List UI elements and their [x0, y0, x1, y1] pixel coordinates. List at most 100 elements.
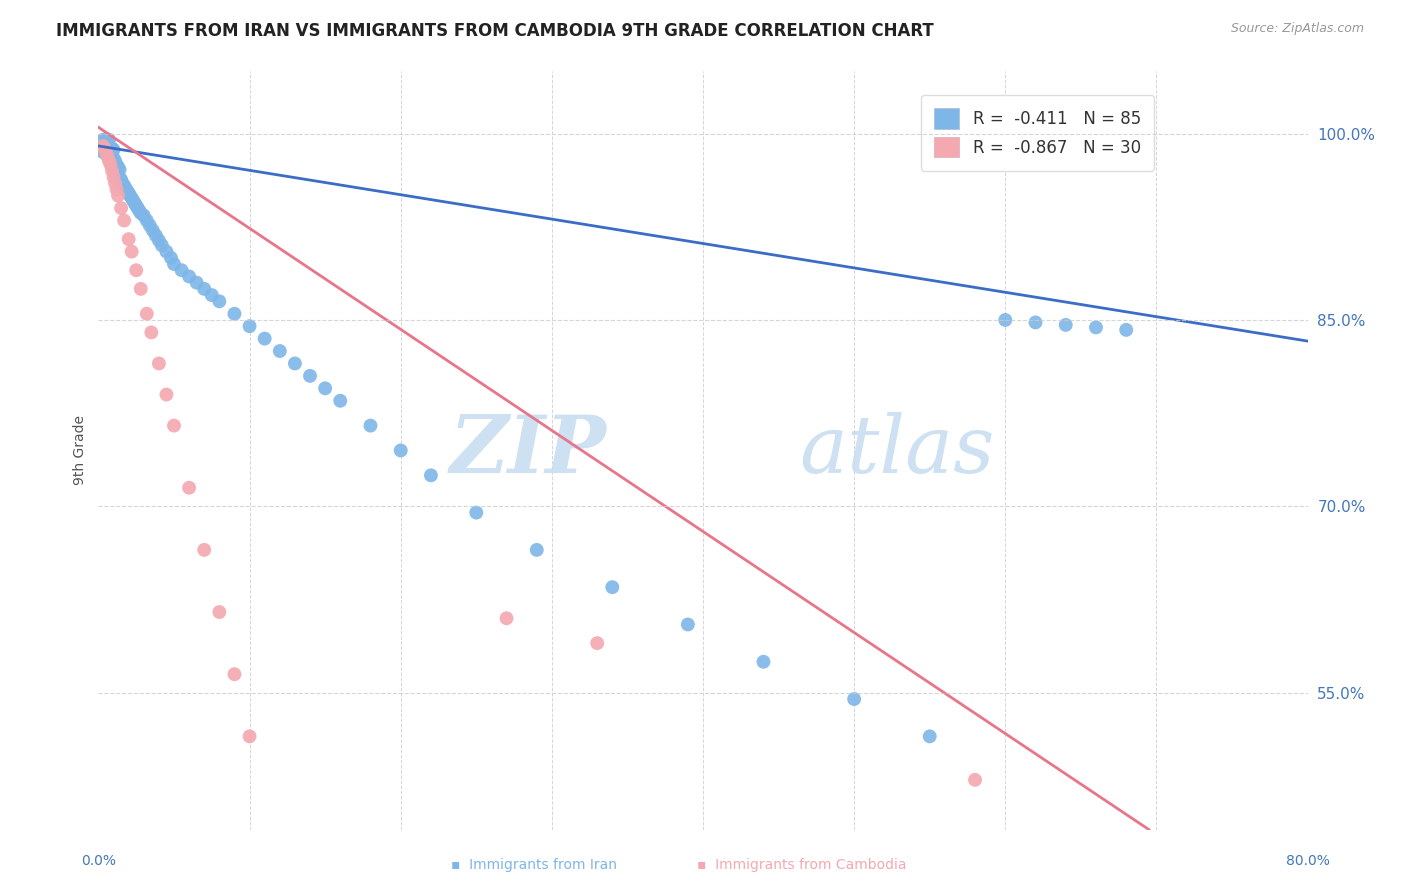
Point — [111, 176, 134, 190]
Point — [105, 182, 128, 196]
Point — [96, 149, 118, 163]
Point — [98, 152, 121, 166]
Point — [148, 356, 170, 370]
Point — [114, 181, 136, 195]
Point — [389, 443, 412, 458]
Point — [112, 213, 135, 227]
Point — [96, 149, 118, 163]
Point — [844, 692, 866, 706]
Point — [110, 201, 132, 215]
Point — [179, 481, 201, 495]
Point — [121, 191, 143, 205]
Text: 0.0%: 0.0% — [82, 855, 115, 869]
Point — [239, 319, 262, 334]
Point — [98, 133, 121, 147]
Point — [103, 152, 125, 166]
Point — [94, 139, 117, 153]
Text: ▪  Immigrants from Cambodia: ▪ Immigrants from Cambodia — [696, 858, 907, 872]
Point — [101, 163, 124, 178]
Point — [103, 160, 125, 174]
Point — [1024, 315, 1046, 329]
Point — [135, 213, 157, 227]
Point — [526, 542, 548, 557]
Point — [360, 418, 382, 433]
Text: ZIP: ZIP — [450, 412, 606, 489]
Point — [142, 223, 165, 237]
Point — [105, 166, 128, 180]
Point — [676, 617, 699, 632]
Point — [121, 244, 143, 259]
Point — [120, 188, 142, 202]
Point — [918, 729, 941, 743]
Point — [105, 158, 128, 172]
Point — [101, 149, 124, 163]
Text: atlas: atlas — [800, 412, 995, 489]
Point — [93, 141, 115, 155]
Point — [96, 135, 118, 149]
Point — [104, 163, 127, 178]
Point — [186, 276, 208, 290]
Point — [101, 158, 124, 172]
Point — [329, 393, 352, 408]
Point — [201, 288, 224, 302]
Point — [91, 139, 114, 153]
Point — [112, 178, 135, 193]
Point — [193, 282, 215, 296]
Point — [100, 141, 122, 155]
Point — [586, 636, 609, 650]
Point — [145, 228, 167, 243]
Point — [1115, 323, 1137, 337]
Point — [128, 203, 150, 218]
Point — [107, 160, 129, 174]
Point — [465, 506, 488, 520]
Point — [752, 655, 775, 669]
Point — [495, 611, 517, 625]
Point — [253, 332, 276, 346]
Point — [160, 251, 183, 265]
Point — [101, 141, 124, 155]
Point — [98, 139, 121, 153]
Point — [299, 368, 322, 383]
Text: ▪  Immigrants from Iran: ▪ Immigrants from Iran — [451, 858, 617, 872]
Y-axis label: 9th Grade: 9th Grade — [73, 416, 87, 485]
Point — [135, 307, 157, 321]
Point — [93, 136, 115, 151]
Point — [208, 605, 231, 619]
Point — [208, 294, 231, 309]
Point — [1054, 318, 1077, 332]
Point — [602, 580, 624, 594]
Point — [141, 326, 163, 340]
Point — [103, 143, 125, 157]
Point — [98, 145, 121, 160]
Point — [107, 188, 129, 202]
Point — [420, 468, 443, 483]
Point — [965, 772, 987, 787]
Point — [94, 145, 117, 160]
Point — [193, 542, 215, 557]
Point — [139, 219, 162, 233]
Point — [115, 184, 138, 198]
Point — [163, 257, 186, 271]
Point — [150, 238, 173, 252]
Point — [118, 232, 141, 246]
Point — [148, 234, 170, 248]
Point — [129, 206, 152, 220]
Point — [224, 307, 246, 321]
Point — [129, 282, 152, 296]
Point — [122, 194, 145, 208]
Point — [994, 313, 1017, 327]
Point — [127, 201, 149, 215]
Point — [132, 209, 155, 223]
Point — [94, 145, 117, 160]
Point — [108, 171, 131, 186]
Point — [98, 153, 121, 168]
Point — [94, 133, 117, 147]
Point — [90, 139, 112, 153]
Point — [155, 244, 177, 259]
Point — [179, 269, 201, 284]
Point — [125, 263, 148, 277]
Point — [155, 387, 177, 401]
Text: 80.0%: 80.0% — [1285, 855, 1330, 869]
Point — [118, 186, 141, 201]
Point — [103, 169, 125, 184]
